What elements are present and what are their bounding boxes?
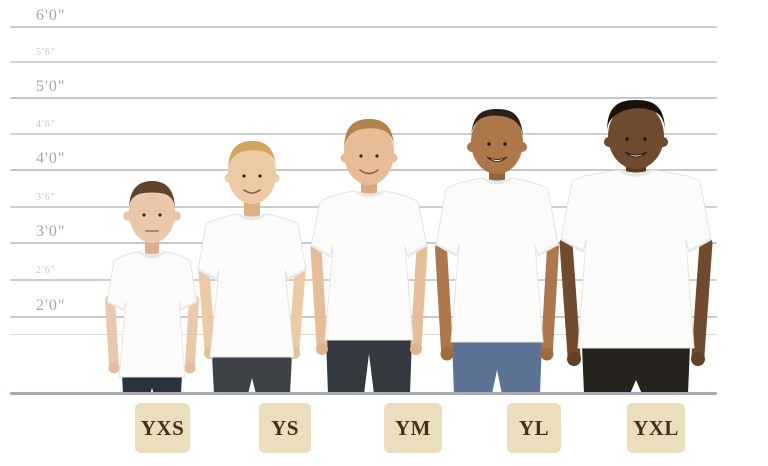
height-line-5ft6 (10, 61, 717, 63)
model-ym-pants (326, 338, 412, 394)
floor-line (10, 392, 717, 395)
model-yxs-jeans (122, 374, 182, 394)
height-tick-2ft6: 2'6" (36, 265, 56, 276)
height-tick-4ft: 4'0" (36, 150, 66, 167)
model-yxl-pants (582, 346, 690, 394)
model-yxs-figure (105, 181, 199, 394)
model-ym-head (344, 121, 394, 185)
size-tag-yxs: YXS (135, 403, 190, 453)
model-ym-hair (344, 119, 394, 150)
model-yxl-hair (607, 100, 665, 132)
height-line-5ft (10, 97, 717, 99)
model-yxl-tshirt (560, 169, 712, 349)
model-yxs-head (129, 183, 175, 243)
size-tag-ys: YS (259, 403, 311, 453)
model-ys-pants (212, 355, 292, 394)
model-yxs-hair (129, 181, 175, 210)
model-yl-figure (435, 109, 559, 394)
model-ym-figure (310, 119, 428, 394)
model-yl-head (471, 110, 523, 174)
height-tick-5ft6: 5'6" (36, 47, 56, 58)
height-tick-6ft: 6'0" (36, 7, 66, 24)
model-ys-head (228, 144, 276, 204)
size-tag-ym: YM (384, 403, 442, 453)
height-tick-4ft6: 4'6" (36, 119, 56, 130)
model-yl-hair (471, 109, 523, 136)
model-yl-tshirt (435, 177, 559, 343)
height-tick-3ft6: 3'6" (36, 192, 56, 203)
height-tick-5ft: 5'0" (36, 78, 66, 95)
model-yxl-figure (559, 100, 713, 394)
model-ys-hair (228, 141, 276, 172)
size-tag-yxl: YXL (627, 403, 685, 453)
size-tag-yl: YL (507, 403, 561, 453)
model-yl-jeans (452, 340, 542, 394)
model-ym-tshirt (310, 190, 428, 341)
model-yxl-head (608, 103, 664, 169)
model-yxs-tshirt (106, 251, 198, 378)
height-tick-3ft: 3'0" (36, 223, 66, 240)
model-ys-tshirt (197, 213, 307, 358)
height-line-6ft (10, 26, 717, 28)
model-ys-figure (197, 141, 307, 394)
height-tick-2ft: 2'0" (36, 297, 66, 314)
